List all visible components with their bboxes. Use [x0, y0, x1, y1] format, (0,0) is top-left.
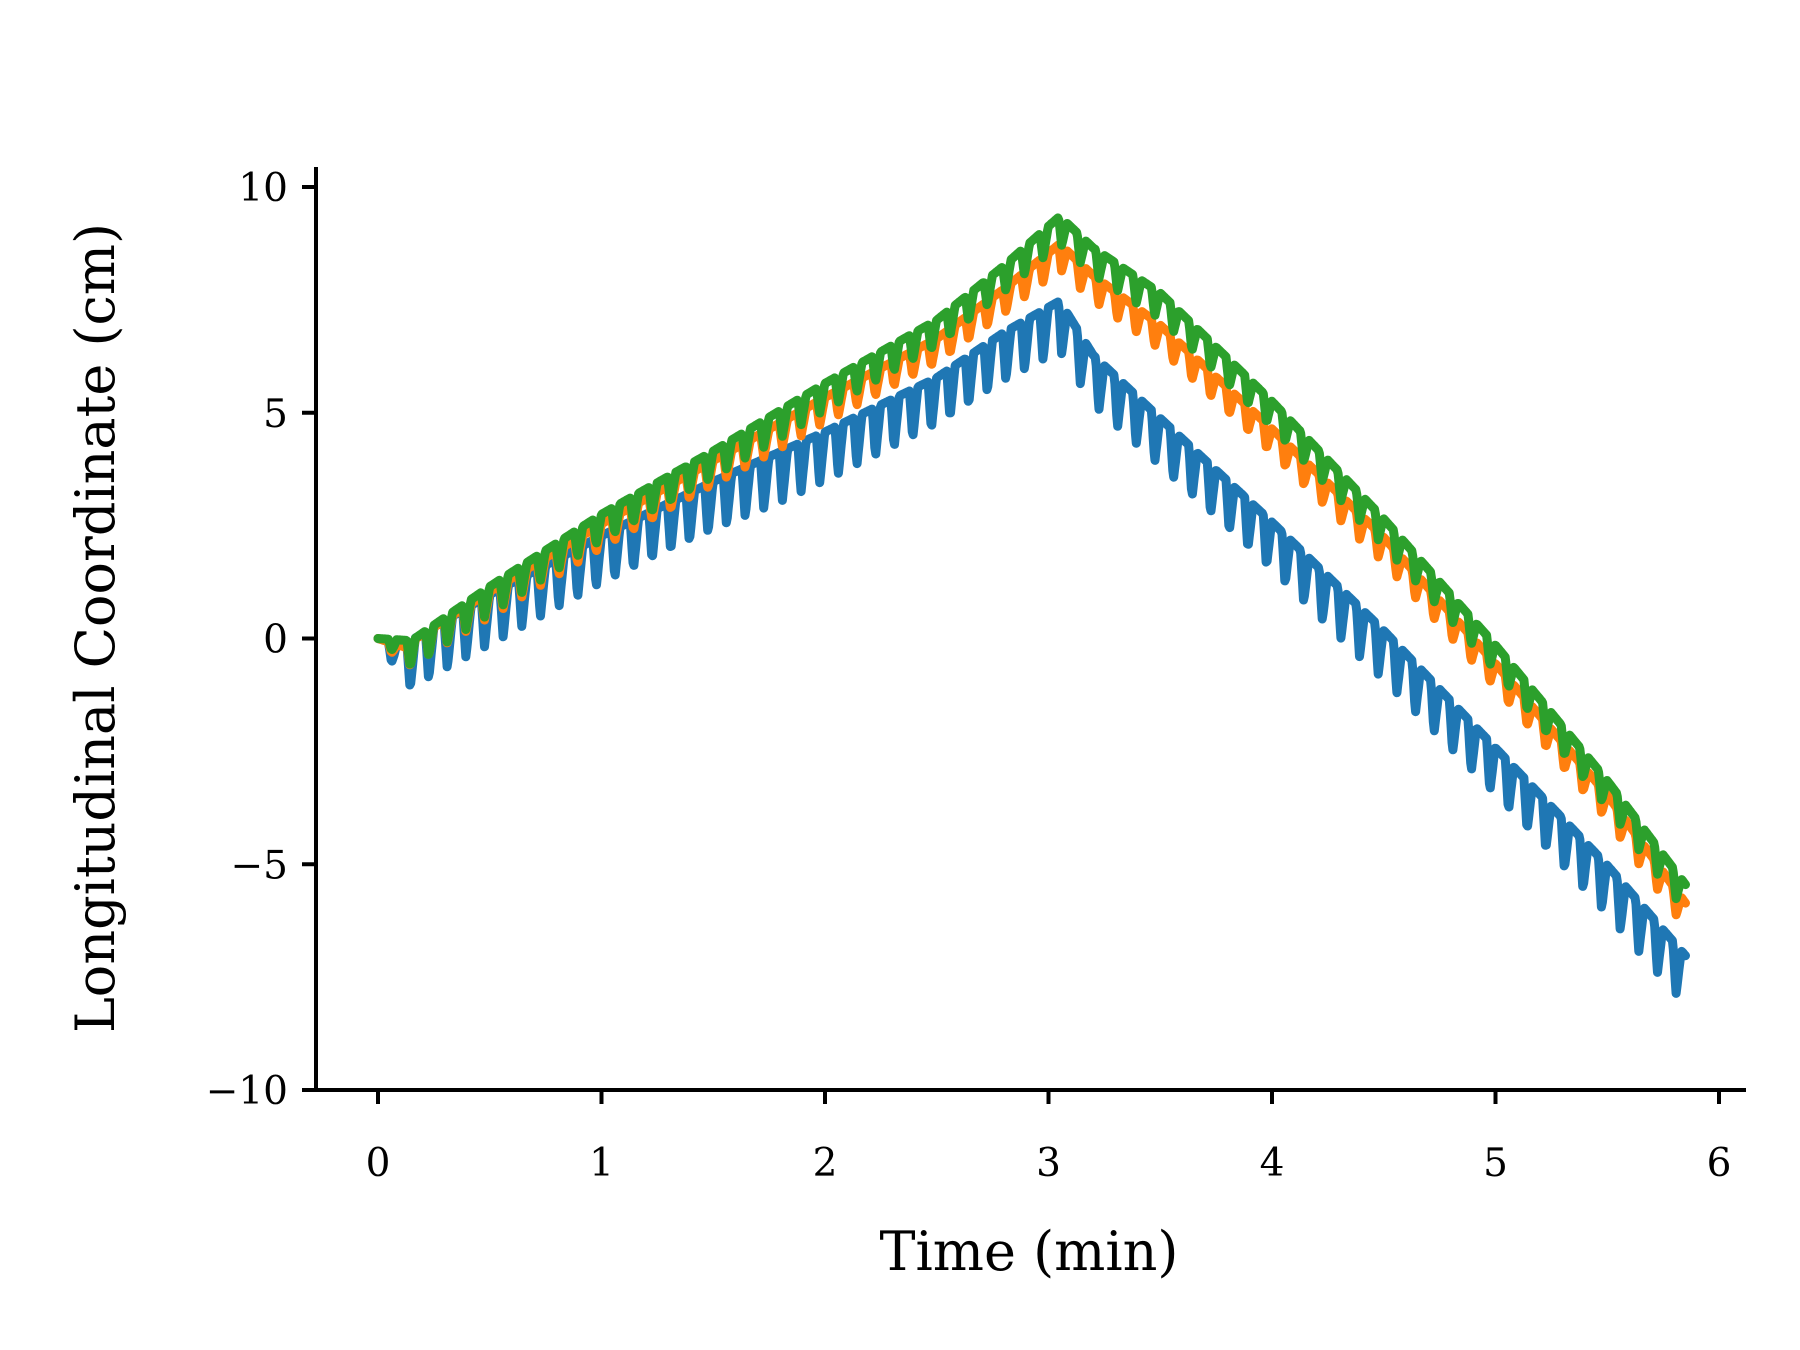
x-tick-label: 2 [813, 1141, 838, 1186]
x-tick-label: 5 [1483, 1141, 1508, 1186]
x-tick-label: 3 [1036, 1141, 1061, 1186]
x-tick-label: 0 [366, 1141, 391, 1186]
y-tick-label: 10 [238, 166, 288, 211]
y-tick-label: −5 [231, 843, 289, 888]
x-tick-label: 6 [1707, 1141, 1732, 1186]
y-tick-label: 5 [263, 392, 288, 437]
y-tick-label: −10 [206, 1069, 288, 1114]
axes [314, 167, 1746, 1092]
series-line-3 [373, 213, 1690, 904]
series-layer [373, 213, 1690, 998]
x-tick-label: 1 [589, 1141, 614, 1186]
y-tick-label: 0 [263, 618, 288, 663]
y-ticks: −10 −5 0 5 10 [206, 166, 316, 1114]
x-axis-label: Time (min) [879, 1220, 1178, 1283]
x-tick-label: 4 [1260, 1141, 1285, 1186]
x-ticks: 0 1 2 3 4 5 6 [366, 1090, 1732, 1186]
series-line-1 [373, 297, 1690, 998]
y-axis-label: Longitudinal Coordinate (cm) [64, 223, 127, 1033]
